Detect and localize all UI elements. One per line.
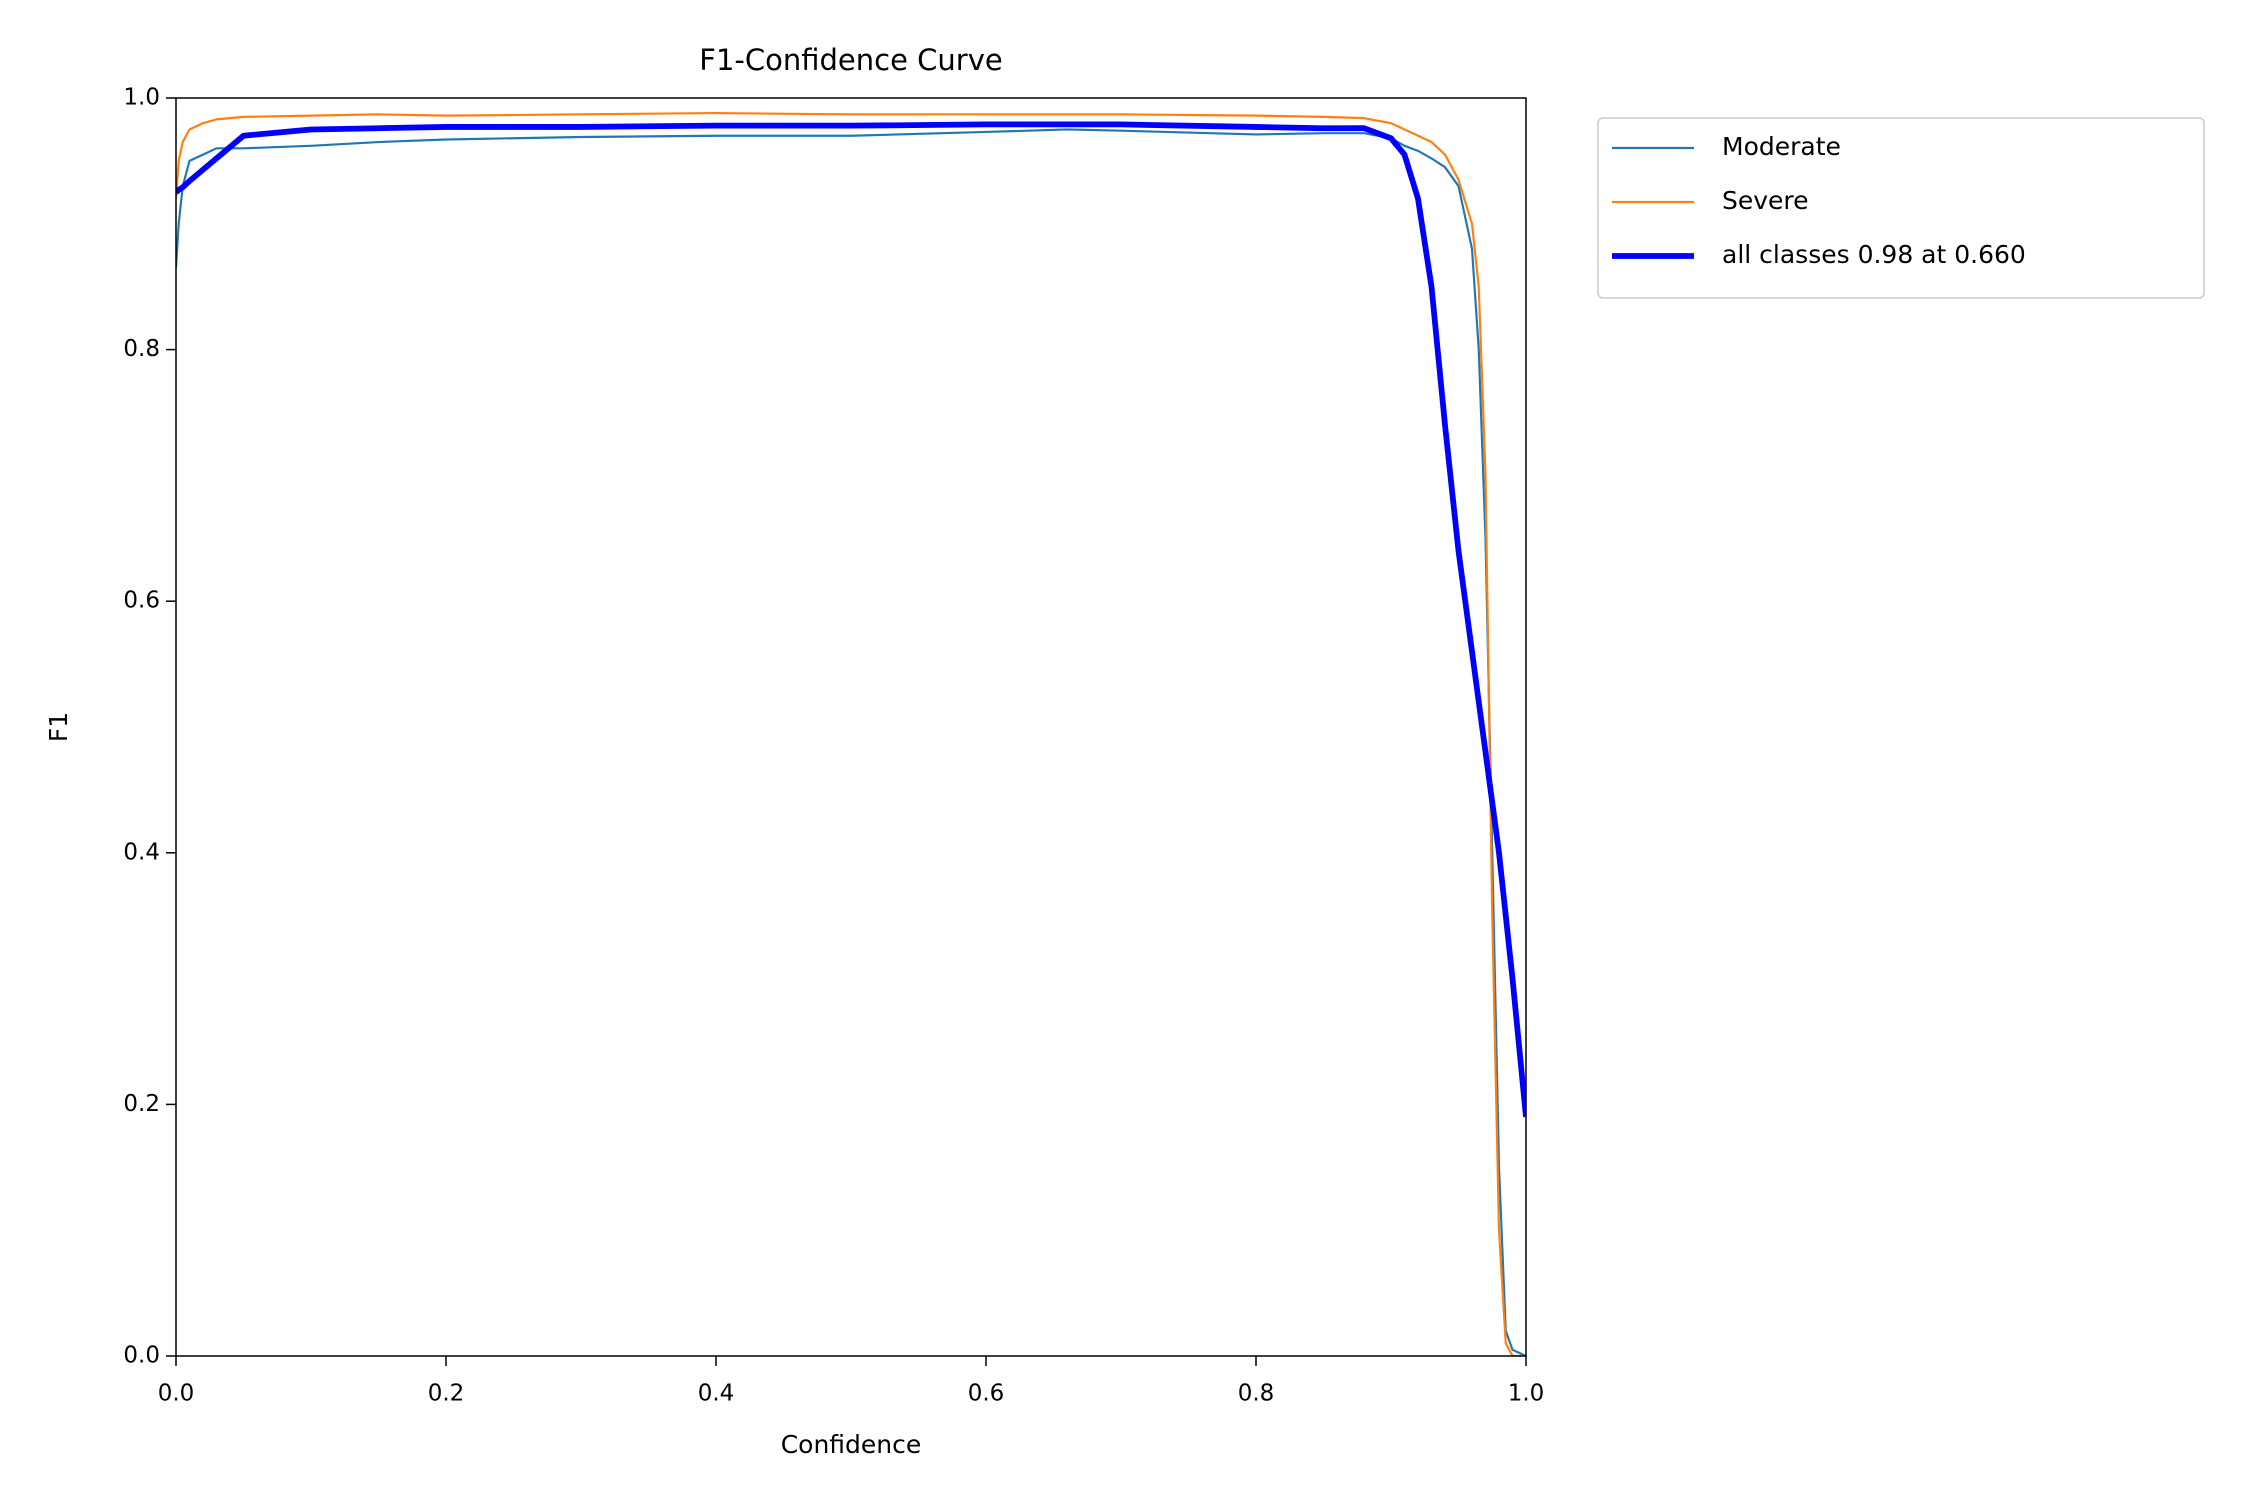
x-tick-label: 0.2 <box>428 1381 465 1407</box>
legend: Moderate Severe all classes 0.98 at 0.660 <box>1597 117 2205 299</box>
chart-title: F1-Confidence Curve <box>699 43 1002 77</box>
x-axis-label: Confidence <box>781 1430 922 1459</box>
x-tick-label: 0.4 <box>698 1381 735 1407</box>
x-tick-label: 0.6 <box>968 1381 1005 1407</box>
x-tick-label: 0.8 <box>1238 1381 1275 1407</box>
series-line <box>176 121 1526 1118</box>
legend-label: all classes 0.98 at 0.660 <box>1722 240 2026 269</box>
plot-frame <box>175 97 1527 1357</box>
x-tick-label: 0.0 <box>158 1381 195 1407</box>
y-axis-label: F1 <box>44 712 73 742</box>
y-tick-label: 0.6 <box>123 588 160 614</box>
legend-label: Severe <box>1722 186 1809 215</box>
legend-box <box>1597 117 2205 299</box>
legend-label: Moderate <box>1722 132 1841 161</box>
x-tick-label: 1.0 <box>1508 1381 1545 1407</box>
y-tick-label: 1.0 <box>123 85 160 111</box>
y-tick-label: 0.0 <box>123 1343 160 1369</box>
y-tick-label: 0.2 <box>123 1091 160 1117</box>
series-line <box>176 112 1526 1356</box>
y-tick-label: 0.8 <box>123 336 160 362</box>
y-tick-label: 0.4 <box>123 839 160 865</box>
